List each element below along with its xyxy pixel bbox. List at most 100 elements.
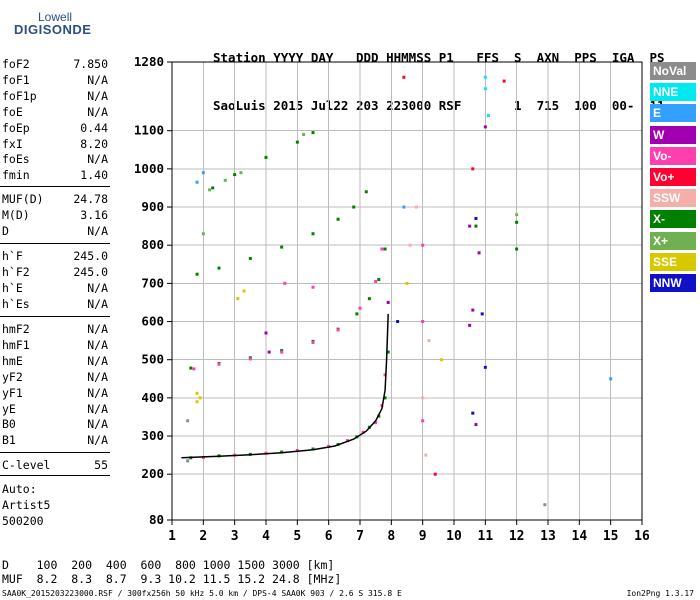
data-point xyxy=(264,155,268,159)
y-tick-label: 400 xyxy=(141,390,164,405)
x-tick-label: 14 xyxy=(572,529,588,544)
data-point xyxy=(386,300,390,304)
data-point xyxy=(295,449,299,453)
param-name: yF1 xyxy=(2,385,23,400)
legend-item: NNE xyxy=(650,83,696,102)
data-point xyxy=(311,341,315,345)
param-row: foF1 N/A xyxy=(2,72,108,88)
logo-text-top: Lowell xyxy=(38,10,73,24)
legend-item: W xyxy=(650,125,696,144)
data-point xyxy=(198,396,202,400)
y-tick-label: 800 xyxy=(141,237,164,252)
data-point xyxy=(311,232,315,236)
data-point xyxy=(195,391,199,395)
data-point xyxy=(402,205,406,209)
data-point xyxy=(311,447,315,451)
param-row: fxI 8.20 xyxy=(2,136,108,152)
param-name: B0 xyxy=(2,417,16,432)
legend-item: X- xyxy=(650,210,696,229)
x-tick-label: 11 xyxy=(478,529,494,544)
data-point xyxy=(433,472,437,476)
data-point xyxy=(421,419,425,423)
x-tick-label: 8 xyxy=(387,529,395,544)
param-row: yF2 N/A xyxy=(2,369,108,385)
param-value: 55 xyxy=(94,458,108,472)
data-point xyxy=(383,373,387,377)
data-point xyxy=(311,285,315,289)
data-point xyxy=(471,167,475,171)
data-point xyxy=(352,205,356,209)
param-value: N/A xyxy=(87,72,108,87)
legend-item: SSE xyxy=(650,252,696,271)
data-point xyxy=(248,356,252,360)
data-point xyxy=(264,331,268,335)
data-point xyxy=(439,358,443,362)
data-point xyxy=(192,367,196,371)
data-point xyxy=(383,396,387,400)
file-info-footer: SAA0K_2015203223000.RSF / 300fx256h 50 k… xyxy=(2,589,402,598)
param-name: foF2 xyxy=(2,57,30,71)
data-point xyxy=(421,396,425,400)
param-name: foF1 xyxy=(2,72,30,87)
profile-trace xyxy=(181,313,389,459)
data-point xyxy=(367,425,371,429)
param-row: h`E N/A xyxy=(2,280,108,296)
data-point xyxy=(201,455,205,459)
y-tick-label: 900 xyxy=(141,199,164,214)
y-tick-label: 200 xyxy=(141,466,164,481)
data-point xyxy=(211,186,215,190)
header-line-2: SaoLuis 2015 Jul22 203 223000 RSF 1 715 … xyxy=(213,98,665,113)
param-name: h`F2 xyxy=(2,264,30,279)
data-point xyxy=(383,247,387,251)
data-point xyxy=(280,450,284,454)
panel-divider xyxy=(0,452,110,453)
data-point xyxy=(477,251,481,255)
distance-row: D 100 200 400 600 800 1000 1500 3000 [km… xyxy=(2,558,335,572)
param-name: MUF(D) xyxy=(2,192,44,206)
param-value: 0.44 xyxy=(80,120,108,135)
data-point xyxy=(283,281,287,285)
data-point xyxy=(201,171,205,175)
param-value: N/A xyxy=(87,369,108,384)
data-point xyxy=(242,289,246,293)
data-point xyxy=(374,421,378,425)
data-point xyxy=(217,454,221,458)
param-name: hmF1 xyxy=(2,337,30,352)
data-point xyxy=(609,377,613,381)
legend-item: E xyxy=(650,104,696,123)
data-point xyxy=(468,224,472,228)
param-name: M(D) xyxy=(2,207,30,222)
data-point xyxy=(515,220,519,224)
data-point xyxy=(189,366,193,370)
data-point xyxy=(336,442,340,446)
data-point xyxy=(267,350,271,354)
data-point xyxy=(380,404,384,407)
software-version: Ion2Png 1.3.17 xyxy=(626,589,694,598)
y-tick-label: 1000 xyxy=(134,161,164,176)
station-header: Station YYYY DAY DDD HHMMSS P1 FFS S AXN… xyxy=(213,18,665,130)
data-point xyxy=(355,435,359,439)
param-row: foEp 0.44 xyxy=(2,120,108,136)
param-row: fmin 1.40 xyxy=(2,167,108,183)
data-point xyxy=(201,232,205,236)
data-point xyxy=(327,444,331,448)
data-point xyxy=(195,272,199,276)
data-point xyxy=(474,423,478,427)
data-point xyxy=(217,362,221,366)
data-point xyxy=(427,339,431,343)
data-point xyxy=(217,362,221,366)
y-tick-label: 600 xyxy=(141,314,164,329)
param-name: C-level xyxy=(2,458,51,472)
param-value: N/A xyxy=(87,433,108,448)
param-row: foF2 7.850 xyxy=(2,56,108,72)
param-value: N/A xyxy=(87,401,108,416)
data-point xyxy=(311,339,315,343)
data-point xyxy=(195,180,199,184)
param-row: foE N/A xyxy=(2,104,108,120)
data-point xyxy=(421,320,425,324)
param-name: yE xyxy=(2,401,16,416)
param-name: h`F xyxy=(2,249,23,263)
data-point xyxy=(515,247,519,251)
x-tick-label: 5 xyxy=(293,529,301,544)
legend-item: NoVal xyxy=(650,62,696,80)
